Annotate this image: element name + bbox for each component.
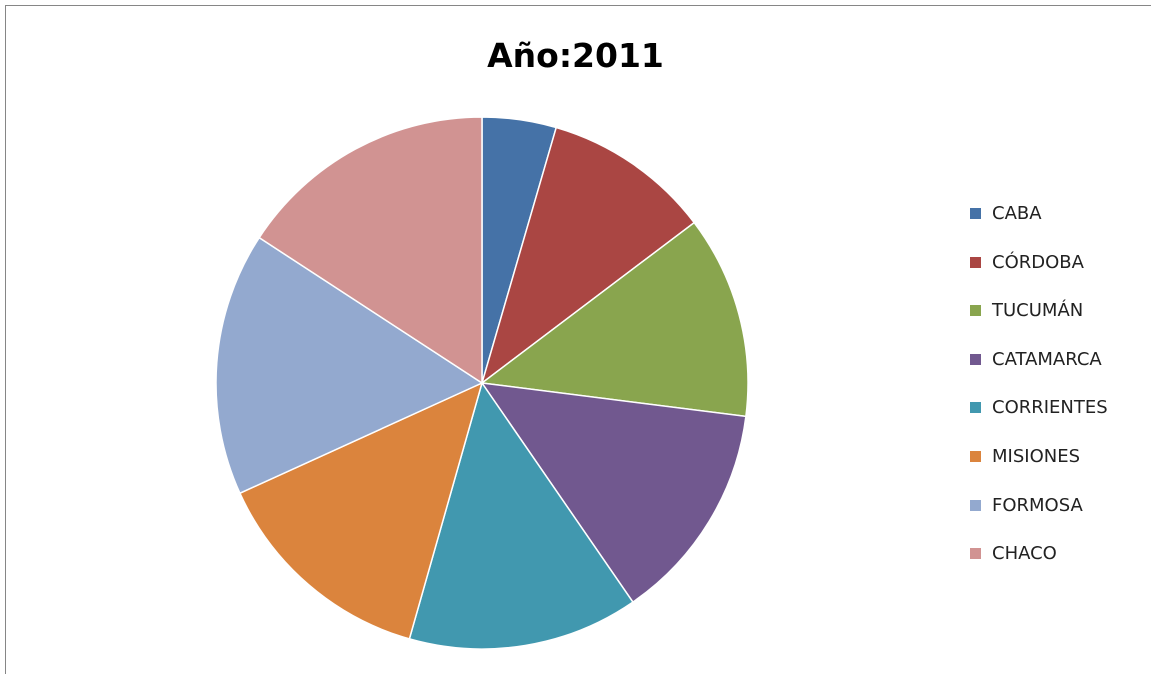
- legend-swatch: [970, 451, 981, 462]
- legend-label: FORMOSA: [992, 494, 1083, 516]
- legend-label: MISIONES: [992, 446, 1081, 467]
- legend-label: CÓRDOBA: [992, 251, 1084, 273]
- pie-slice-misiones: [238, 381, 484, 640]
- legend-swatch: [970, 256, 981, 268]
- legend-swatch: [970, 353, 981, 365]
- pie-slice-chaco: [258, 116, 483, 385]
- legend-swatch: [970, 499, 981, 511]
- legend-swatch: [970, 208, 981, 219]
- pie-slice-formosa: [215, 236, 484, 495]
- legend-label: CHACO: [992, 543, 1057, 565]
- pie-slice-corrientes: [408, 381, 634, 650]
- legend-label: CORRIENTES: [992, 397, 1108, 419]
- legend-label: CATAMARCA: [992, 348, 1102, 370]
- legend-label: CABA: [992, 203, 1042, 224]
- legend-label: TUCUMÁN: [992, 300, 1084, 322]
- chart-title: Año:2011: [487, 36, 664, 75]
- pie-slice-córdoba: [480, 126, 696, 385]
- legend-swatch: [970, 305, 981, 317]
- legend-swatch: [970, 402, 981, 414]
- pie-slice-catamarca: [480, 382, 747, 604]
- pie-slice-tucumán: [480, 221, 749, 418]
- legend-swatch: [970, 548, 981, 560]
